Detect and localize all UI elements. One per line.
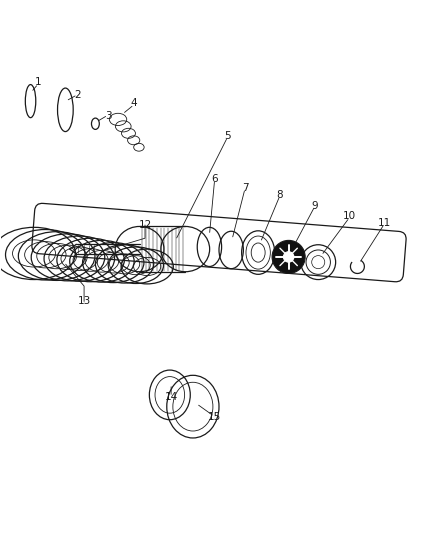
- Text: 1: 1: [35, 77, 42, 86]
- Text: 3: 3: [105, 111, 111, 122]
- Text: 9: 9: [311, 200, 318, 211]
- Text: 5: 5: [224, 131, 231, 141]
- Text: 10: 10: [343, 212, 356, 221]
- Text: 6: 6: [212, 174, 218, 184]
- Text: 13: 13: [78, 296, 91, 306]
- FancyBboxPatch shape: [32, 204, 406, 282]
- Text: 2: 2: [74, 90, 81, 100]
- Text: 15: 15: [208, 411, 221, 422]
- Ellipse shape: [272, 240, 305, 273]
- Text: 11: 11: [378, 218, 391, 228]
- Ellipse shape: [283, 252, 294, 262]
- Text: 7: 7: [242, 183, 248, 193]
- Text: 8: 8: [277, 190, 283, 200]
- Text: 4: 4: [131, 98, 138, 108]
- Text: 14: 14: [165, 392, 178, 402]
- Text: 12: 12: [138, 220, 152, 230]
